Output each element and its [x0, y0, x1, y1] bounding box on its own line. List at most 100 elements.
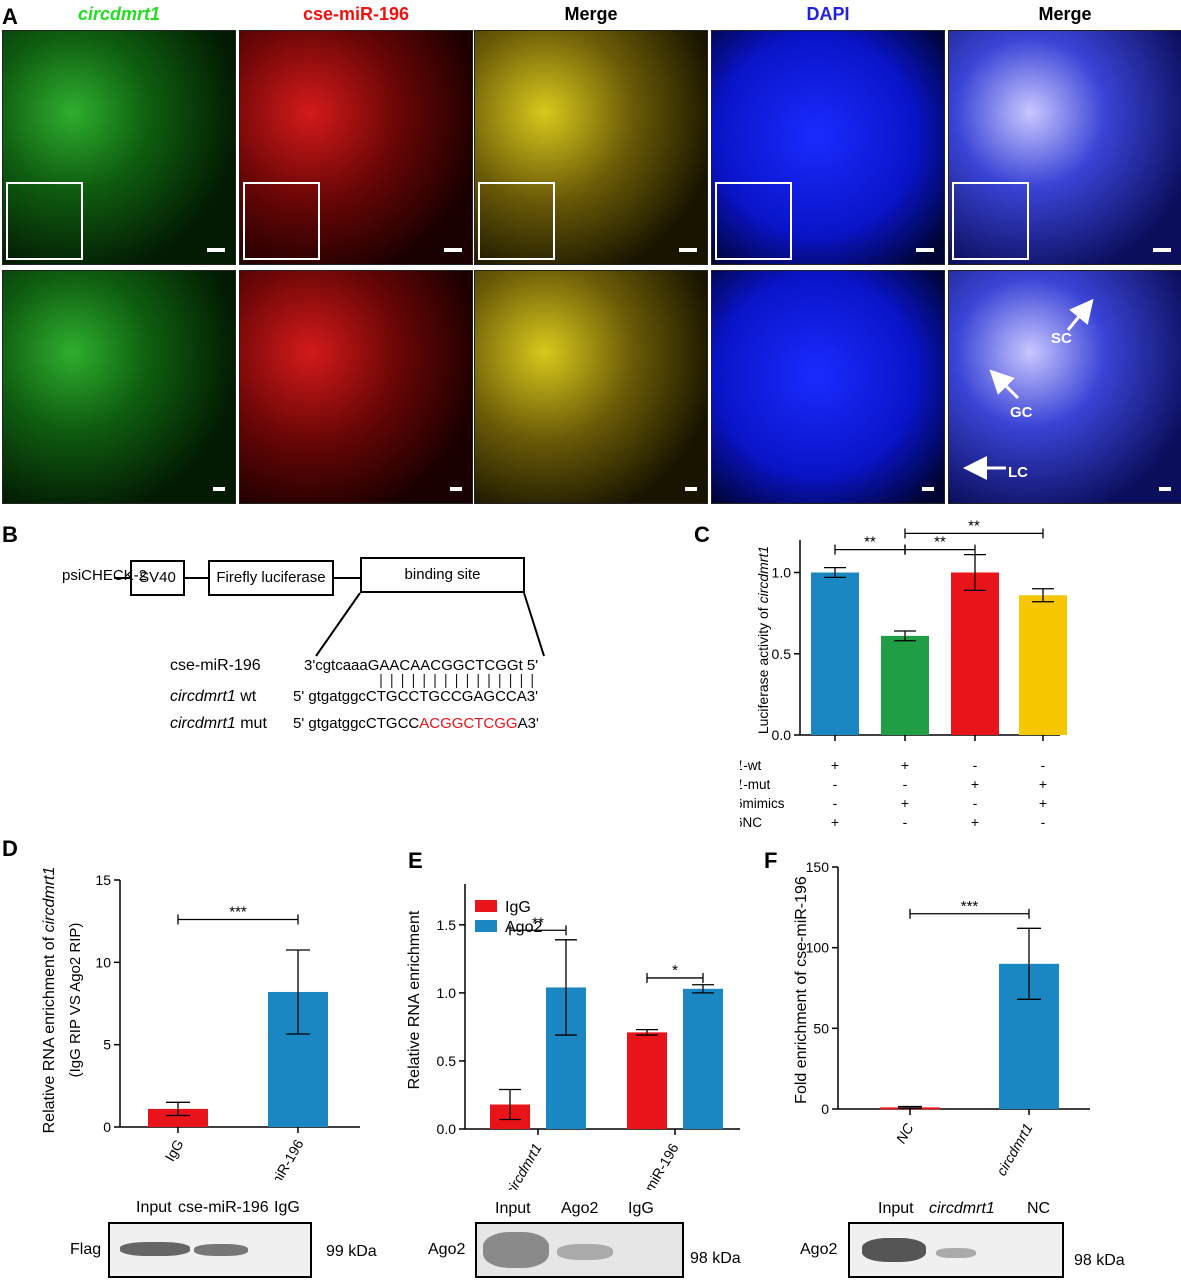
significance-label: ** — [532, 914, 544, 931]
mut-label: circdmrt1 mut — [170, 715, 267, 732]
condition-mark: + — [1039, 776, 1047, 792]
x-tick-label: NC — [893, 1120, 917, 1146]
y-tick-label: 5 — [103, 1037, 111, 1053]
blot-lane-label: NC — [1027, 1200, 1051, 1217]
micrograph-image — [239, 270, 473, 504]
inset-box — [952, 182, 1029, 260]
y-tick-label: 15 — [95, 872, 111, 888]
blot-lane-label: Input — [878, 1200, 914, 1217]
blot-lane-label: Input — [495, 1200, 531, 1217]
legend-swatch — [475, 920, 497, 932]
legend-label: Ago2 — [505, 919, 542, 936]
y-axis-label-2: (IgG RIP VS Ago2 RIP) — [67, 923, 84, 1078]
annotation-arrow — [1066, 298, 1094, 331]
blot-lane-label: IgG — [274, 1199, 300, 1216]
panel-label-c: C — [694, 522, 710, 547]
micrograph-image — [711, 270, 945, 504]
legend-swatch — [475, 900, 497, 912]
condition-mark: - — [1041, 757, 1046, 773]
bar — [951, 572, 999, 735]
condition-label: cse-miR-196NC — [740, 815, 762, 830]
condition-label: cse-miR-196mimics — [740, 796, 785, 811]
blot-row-label: Ago2 — [800, 1241, 838, 1258]
x-tick-label: IgG — [161, 1137, 186, 1165]
y-tick-label: 1.0 — [772, 565, 792, 581]
blot-lane-label: cse-miR-196 — [178, 1199, 269, 1216]
x-tick-label: circdmrt1 — [502, 1141, 545, 1191]
inset-box — [478, 182, 555, 260]
condition-mark: + — [971, 776, 979, 792]
significance-label: *** — [229, 904, 247, 921]
scale-bar — [922, 487, 934, 491]
scale-bar — [213, 487, 225, 491]
blot-size-label: 98 kDa — [690, 1250, 741, 1267]
wt-label: circdmrt1 wt — [170, 688, 257, 705]
y-tick-label: 150 — [806, 859, 830, 875]
x-tick-label: circdmrt1 — [993, 1121, 1036, 1179]
condition-label: psi-circdmrt1-mut — [740, 777, 771, 792]
condition-mark: - — [973, 757, 978, 773]
cell-type-label: LC — [1008, 464, 1028, 481]
micrograph-image — [2, 30, 236, 265]
firefly-luciferase-box: Firefly luciferase — [208, 560, 334, 596]
annotation-arrow — [989, 369, 1020, 400]
y-tick-label: 10 — [95, 954, 111, 970]
bar — [148, 1108, 208, 1127]
y-tick-label: 0.5 — [772, 646, 792, 662]
significance-label: ** — [968, 520, 980, 534]
inset-box — [243, 182, 320, 260]
condition-mark: - — [833, 776, 838, 792]
annotation-arrows: SC GC LC — [963, 298, 1094, 481]
scale-bar — [916, 248, 934, 252]
micrograph-image — [474, 30, 708, 265]
mut-sequence: 5' gtgatggcCTGCCACGGCTCGGA3' — [293, 715, 539, 732]
blot-image — [848, 1222, 1064, 1278]
blot-row-label: Flag — [70, 1241, 102, 1258]
blot-lane-label: Ago2 — [561, 1200, 599, 1217]
blot-lane-label: IgG — [628, 1200, 654, 1217]
scale-bar — [444, 248, 462, 252]
micrograph-image — [2, 270, 236, 504]
significance-label: ** — [934, 534, 946, 551]
y-tick-label: 100 — [806, 940, 830, 956]
bar — [881, 635, 929, 735]
bar — [627, 1032, 667, 1129]
panel-label-a: A — [2, 4, 18, 29]
zoom-lines — [315, 592, 545, 688]
chart-fold-enrichment: 0 50 100 150 NC circdmrt1 *** Fold enrichment o… — [793, 859, 1090, 1179]
panel-label-e: E — [408, 848, 423, 873]
condition-mark: + — [901, 757, 909, 773]
binding-site-box: binding site — [360, 557, 525, 593]
scale-bar — [207, 248, 225, 252]
condition-mark: + — [1039, 795, 1047, 811]
blot-size-label: 99 kDa — [326, 1243, 377, 1260]
condition-mark: - — [903, 776, 908, 792]
vector-label: psiCHECK-2 — [62, 567, 148, 584]
column-title: Merge — [1038, 4, 1092, 24]
mirna-sequence: 3'cgtcaaaGAACAACGGCTCGGt 5' — [304, 657, 539, 674]
condition-mark: + — [901, 795, 909, 811]
micrograph-image — [239, 30, 473, 265]
bar — [811, 572, 859, 735]
legend-label: IgG — [505, 899, 531, 916]
x-tick-label: cse-miR-196 — [253, 1136, 307, 1180]
inset-box — [715, 182, 792, 260]
y-tick-label: 0.0 — [437, 1121, 457, 1137]
significance-label: ** — [864, 534, 876, 551]
condition-mark: - — [1041, 814, 1046, 830]
column-title: DAPI — [806, 4, 850, 24]
blot-lane-label: circdmrt1 — [929, 1200, 995, 1217]
micrograph-image — [711, 30, 945, 265]
inset-box — [6, 182, 83, 260]
condition-mark: + — [831, 814, 839, 830]
y-tick-label: 50 — [813, 1020, 829, 1036]
micrograph-image — [948, 30, 1181, 265]
panel-label-f: F — [764, 848, 778, 873]
scale-bar — [685, 487, 697, 491]
y-tick-label: 1.0 — [437, 985, 457, 1001]
micrograph-image — [474, 270, 708, 504]
vector-line — [114, 577, 130, 579]
vector-line — [334, 577, 360, 579]
y-axis-label: Fold enrichment of cse-miR-196 — [793, 876, 810, 1104]
x-tick-label: cse-miR-196 — [628, 1140, 682, 1190]
